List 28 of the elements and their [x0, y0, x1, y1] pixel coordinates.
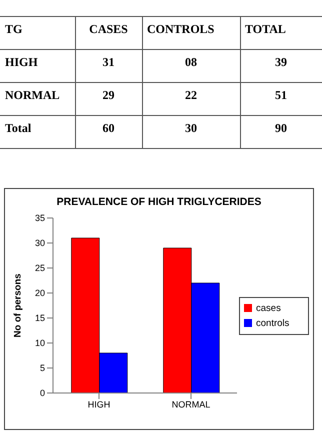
data-label: 29: [102, 87, 116, 104]
chart-title: PREVALENCE OF HIGH TRIGLYCERIDES: [56, 196, 262, 208]
y-tick-label: 5: [40, 363, 45, 374]
data-label: 08: [184, 54, 198, 71]
data-label: 90: [274, 120, 288, 137]
y-tick-label: 35: [34, 213, 45, 224]
data-label: 30: [184, 120, 198, 137]
y-tick-label: 20: [34, 288, 45, 298]
data-label: 22: [184, 87, 198, 104]
x-tick-label: TOTAL: [244, 21, 287, 38]
data-label: 31: [102, 54, 116, 71]
y-tick-label: Total: [4, 120, 32, 137]
data-label: 51: [274, 87, 288, 104]
y-tick-label: 0: [40, 388, 45, 398]
y-axis-title: TG: [4, 21, 24, 38]
y-tick-label: 10: [34, 338, 45, 348]
data-label: 39: [274, 54, 288, 71]
y-tick-label: HIGH: [4, 54, 39, 71]
y-tick-label: 30: [34, 238, 45, 248]
data-label: 60: [102, 120, 116, 137]
y-tick-label: 15: [34, 313, 45, 324]
x-tick-label: CONTROLS: [146, 21, 216, 38]
y-axis-title: No of persons: [12, 274, 24, 338]
y-tick-label: 25: [34, 263, 45, 274]
legend-label: cases: [256, 302, 281, 314]
y-tick-label: NORMAL: [4, 87, 61, 104]
x-tick-label: CASES: [88, 21, 129, 38]
legend-label: controls: [256, 318, 290, 328]
